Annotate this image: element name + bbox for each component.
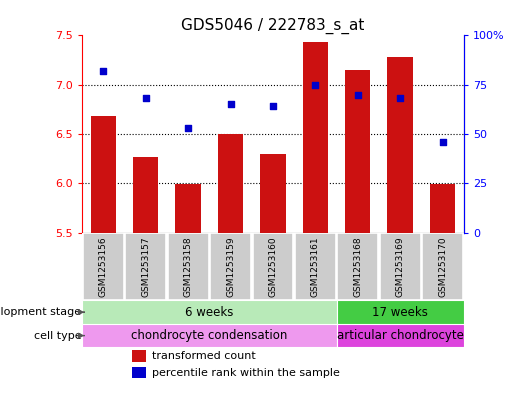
Point [438, 139, 447, 145]
Text: GSM1253160: GSM1253160 [269, 236, 277, 297]
Point [184, 125, 192, 131]
FancyBboxPatch shape [210, 233, 251, 300]
Text: GSM1253161: GSM1253161 [311, 236, 320, 297]
Bar [430, 184, 455, 233]
Text: development stage: development stage [0, 307, 81, 317]
Bar [260, 154, 286, 233]
Text: 17 weeks: 17 weeks [372, 306, 428, 319]
Text: transformed count: transformed count [152, 351, 255, 361]
Bar [337, 324, 464, 347]
FancyBboxPatch shape [168, 233, 208, 300]
Point [311, 81, 320, 88]
Text: 6 weeks: 6 weeks [185, 306, 234, 319]
Point [269, 103, 277, 110]
FancyBboxPatch shape [83, 233, 123, 300]
Text: GSM1253169: GSM1253169 [396, 236, 404, 297]
Text: GSM1253158: GSM1253158 [184, 236, 192, 297]
FancyBboxPatch shape [253, 233, 293, 300]
Text: articular chondrocyte: articular chondrocyte [337, 329, 464, 342]
Bar [175, 184, 201, 233]
Bar [337, 301, 464, 324]
Text: GSM1253168: GSM1253168 [354, 236, 362, 297]
FancyBboxPatch shape [422, 233, 463, 300]
Point [354, 92, 362, 98]
FancyBboxPatch shape [295, 233, 335, 300]
Bar [133, 157, 158, 233]
Point [396, 95, 404, 102]
Bar [387, 57, 413, 233]
FancyBboxPatch shape [380, 233, 420, 300]
Point [226, 101, 235, 108]
Bar [82, 301, 337, 324]
FancyBboxPatch shape [126, 233, 166, 300]
Text: GSM1253156: GSM1253156 [99, 236, 108, 297]
FancyBboxPatch shape [338, 233, 378, 300]
Title: GDS5046 / 222783_s_at: GDS5046 / 222783_s_at [181, 18, 365, 34]
Bar [303, 42, 328, 233]
Bar [132, 350, 146, 362]
Point [99, 68, 108, 74]
Bar [91, 116, 116, 233]
Text: cell type: cell type [34, 331, 81, 341]
Bar [218, 134, 243, 233]
Bar [132, 367, 146, 378]
Text: GSM1253157: GSM1253157 [142, 236, 150, 297]
Text: chondrocyte condensation: chondrocyte condensation [131, 329, 288, 342]
Bar [345, 70, 370, 233]
Text: percentile rank within the sample: percentile rank within the sample [152, 368, 340, 378]
Text: GSM1253159: GSM1253159 [226, 236, 235, 297]
Bar [82, 324, 337, 347]
Text: GSM1253170: GSM1253170 [438, 236, 447, 297]
Point [142, 95, 150, 102]
